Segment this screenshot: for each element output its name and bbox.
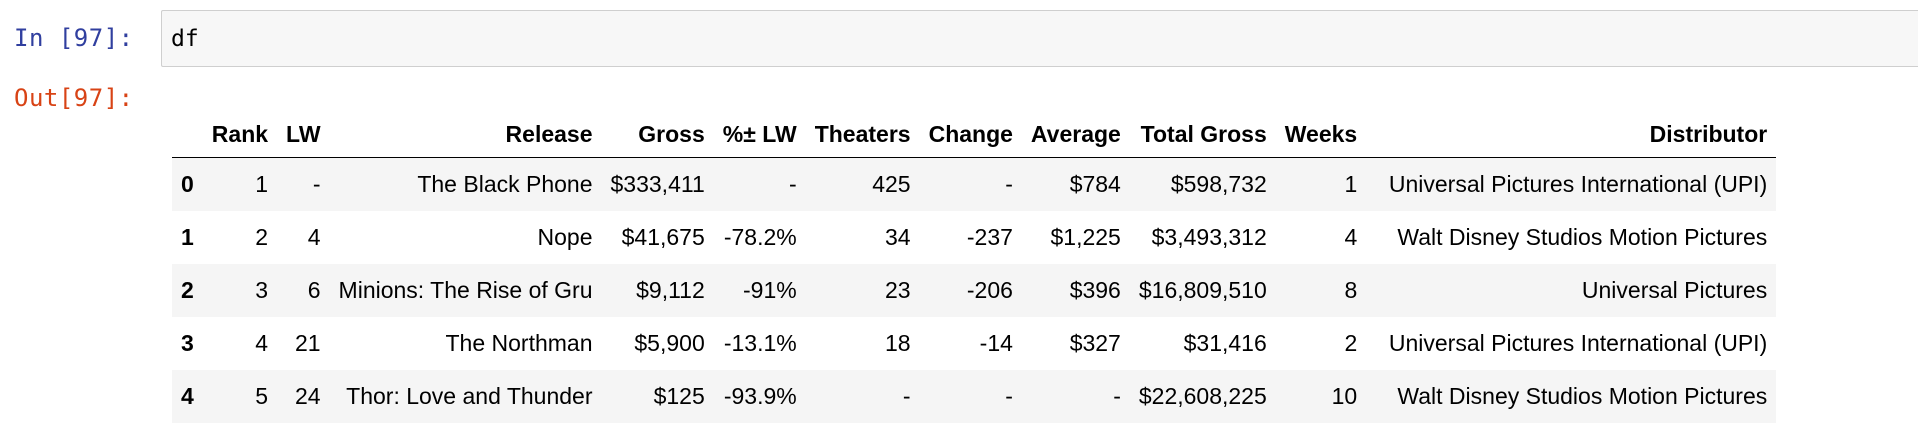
cell-weeks: 1 — [1344, 171, 1358, 197]
column-header-release: Release — [329, 112, 602, 158]
cell-release: The Black Phone — [417, 171, 593, 197]
cell-lw: - — [312, 171, 321, 197]
cell-pct-lw: - — [789, 171, 797, 197]
cell-release: Minions: The Rise of Gru — [338, 277, 593, 303]
cell-distributor: Walt Disney Studios Motion Pictures — [1397, 224, 1768, 250]
cell-average: $327 — [1069, 330, 1121, 356]
cell-theaters: 18 — [884, 330, 911, 356]
row-index: 0 — [181, 171, 194, 197]
cell-pct-lw: -13.1% — [723, 330, 797, 356]
cell-average: - — [1113, 383, 1121, 409]
cell-distributor: Universal Pictures International (UPI) — [1388, 330, 1768, 356]
table-row: 2 3 6 Minions: The Rise of Gru $9,112 -9… — [172, 264, 1777, 317]
cell-distributor: Universal Pictures International (UPI) — [1388, 171, 1768, 197]
cell-release: Nope — [537, 224, 593, 250]
cell-change: - — [1005, 383, 1013, 409]
cell-pct-lw: -93.9% — [723, 383, 797, 409]
column-header-rank: Rank — [202, 112, 278, 158]
cell-gross: $5,900 — [634, 330, 705, 356]
cell-gross: $333,411 — [610, 171, 705, 197]
cell-theaters: - — [902, 383, 911, 409]
dataframe-table: Rank LW Release Gross %± LW Theaters Cha… — [172, 112, 1777, 423]
table-body: 0 1 - The Black Phone $333,411 - 425 - $… — [172, 157, 1777, 423]
cell-distributor: Universal Pictures — [1581, 277, 1768, 303]
cell-weeks: 10 — [1331, 383, 1358, 409]
cell-change: -237 — [966, 224, 1013, 250]
column-header-lw: LW — [277, 112, 330, 158]
column-header-pct-lw: %± LW — [713, 112, 806, 158]
code-input-area[interactable]: df — [161, 10, 1918, 67]
table-row: 0 1 - The Black Phone $333,411 - 425 - $… — [172, 157, 1777, 211]
table-row: 4 5 24 Thor: Love and Thunder $125 -93.9… — [172, 370, 1777, 423]
cell-distributor: Walt Disney Studios Motion Pictures — [1397, 383, 1768, 409]
cell-gross: $41,675 — [621, 224, 705, 250]
table-header: Rank LW Release Gross %± LW Theaters Cha… — [172, 112, 1777, 158]
cell-lw: 21 — [294, 330, 321, 356]
cell-pct-lw: -91% — [743, 277, 797, 303]
cell-total-gross: $31,416 — [1183, 330, 1267, 356]
column-header-change: Change — [919, 112, 1022, 158]
column-header-total-gross: Total Gross — [1129, 112, 1276, 158]
column-header-distributor: Distributor — [1366, 112, 1777, 158]
header-row: Rank LW Release Gross %± LW Theaters Cha… — [172, 112, 1777, 158]
column-header-gross: Gross — [601, 112, 714, 158]
cell-average: $784 — [1069, 171, 1121, 197]
cell-rank: 2 — [255, 224, 269, 250]
table-row: 1 2 4 Nope $41,675 -78.2% 34 -237 $1,225… — [172, 211, 1777, 264]
cell-release: The Northman — [445, 330, 593, 356]
output-prompt: Out[97]: — [14, 84, 134, 112]
cell-rank: 4 — [255, 330, 269, 356]
column-header-weeks: Weeks — [1275, 112, 1367, 158]
column-header-index — [172, 112, 203, 158]
input-prompt: In [97]: — [14, 24, 134, 52]
cell-theaters: 23 — [884, 277, 911, 303]
cell-theaters: 34 — [884, 224, 911, 250]
cell-total-gross: $598,732 — [1170, 171, 1267, 197]
column-header-average: Average — [1021, 112, 1130, 158]
cell-change: -206 — [966, 277, 1013, 303]
row-index: 3 — [181, 330, 194, 356]
cell-change: -14 — [979, 330, 1013, 356]
cell-release: Thor: Love and Thunder — [346, 383, 593, 409]
row-index: 1 — [181, 224, 194, 250]
cell-gross: $125 — [653, 383, 705, 409]
cell-total-gross: $3,493,312 — [1151, 224, 1267, 250]
cell-rank: 3 — [255, 277, 269, 303]
cell-average: $1,225 — [1050, 224, 1121, 250]
cell-total-gross: $22,608,225 — [1138, 383, 1267, 409]
cell-lw: 6 — [307, 277, 321, 303]
row-index: 2 — [181, 277, 194, 303]
cell-weeks: 2 — [1344, 330, 1358, 356]
output-area: Rank LW Release Gross %± LW Theaters Cha… — [172, 112, 1777, 423]
cell-gross: $9,112 — [636, 277, 705, 303]
code-text[interactable]: df — [171, 26, 199, 52]
cell-weeks: 8 — [1344, 277, 1358, 303]
cell-total-gross: $16,809,510 — [1138, 277, 1267, 303]
row-index: 4 — [181, 383, 194, 409]
cell-rank: 1 — [255, 171, 269, 197]
cell-rank: 5 — [255, 383, 269, 409]
cell-pct-lw: -78.2% — [723, 224, 797, 250]
column-header-theaters: Theaters — [805, 112, 920, 158]
cell-lw: 24 — [294, 383, 321, 409]
cell-average: $396 — [1069, 277, 1121, 303]
cell-weeks: 4 — [1344, 224, 1358, 250]
cell-theaters: 425 — [872, 171, 911, 197]
table-row: 3 4 21 The Northman $5,900 -13.1% 18 -14… — [172, 317, 1777, 370]
cell-change: - — [1005, 171, 1013, 197]
cell-lw: 4 — [307, 224, 321, 250]
